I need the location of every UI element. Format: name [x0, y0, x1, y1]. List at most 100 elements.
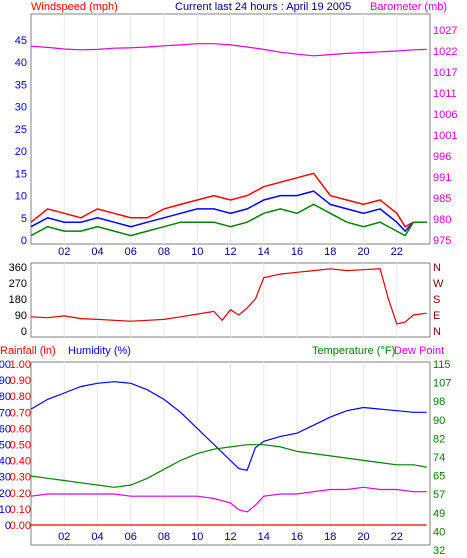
y-tick-label: 270 [9, 278, 27, 290]
y-tick-label: 0 [21, 326, 27, 338]
y-tick-label: 985 [433, 193, 451, 205]
windspeed-label: Windspeed (mph) [31, 1, 118, 13]
x-tick-label: 06 [125, 246, 137, 258]
y-tick-label: 65 [433, 471, 445, 483]
temperature-label: Temperature (°F) [312, 345, 395, 357]
right-axis-ticks: 975 980 985 991 996 1001 1006 1011 1017 1022 1027 [433, 25, 457, 247]
y-tick-label: 20 [15, 146, 27, 158]
y-tick-label: 100 [0, 359, 11, 371]
y-tick-label: 0 [5, 520, 11, 532]
y-tick-label: 10 [15, 191, 27, 203]
y-tick-label: 98 [433, 396, 445, 408]
y-tick-label: 45 [15, 35, 27, 47]
wind-direction-line [30, 268, 427, 325]
x-tick-label: 14 [258, 246, 270, 258]
x-tick-label: 02 [58, 246, 70, 258]
x-tick-label: 12 [224, 531, 236, 543]
y-tick-label: 996 [433, 151, 451, 163]
left-axis-ticks: 0 5 10 15 20 25 30 35 40 45 [15, 35, 27, 247]
y-tick-label: 980 [433, 214, 451, 226]
y-tick-label: S [433, 294, 440, 306]
y-tick-label: 30 [0, 472, 11, 484]
x-tick-label: 18 [324, 246, 336, 258]
y-tick-label: 1027 [433, 25, 457, 37]
y-tick-label: 0.10 [10, 504, 31, 516]
y-tick-label: 1006 [433, 109, 457, 121]
y-tick-label: 0.30 [10, 472, 31, 484]
x-tick-label: 22 [391, 531, 403, 543]
series-layer [30, 43, 427, 237]
y-tick-label: 74 [433, 452, 445, 464]
y-tick-label: 25 [15, 124, 27, 136]
y-tick-label: 80 [0, 391, 11, 403]
y-tick-label: 20 [0, 488, 11, 500]
wind-series-line [30, 203, 427, 237]
y-tick-label: 1.00 [10, 359, 31, 371]
temperature-line [30, 444, 427, 488]
y-tick-label: 90 [0, 375, 11, 387]
x-tick-label: 18 [324, 531, 336, 543]
y-tick-label: 360 [9, 262, 27, 274]
y-tick-label: 35 [15, 79, 27, 91]
y-tick-label: 90 [15, 310, 27, 322]
humidity-line [30, 381, 427, 471]
y-tick-label: 0.20 [10, 488, 31, 500]
x-axis-ticks: 02 04 06 08 10 12 14 16 18 20 22 [58, 246, 403, 258]
y-tick-label: N [433, 262, 441, 274]
y-tick-label: 90 [433, 415, 445, 427]
y-tick-label: 180 [9, 294, 27, 306]
x-tick-label: 12 [224, 246, 236, 258]
grid [63, 263, 398, 337]
x-tick-label: 08 [158, 531, 170, 543]
y-tick-label: 0.60 [10, 423, 31, 435]
x-tick-label: 14 [258, 531, 270, 543]
chart-title: Current last 24 hours : April 19 2005 [175, 1, 351, 13]
barometer-line [30, 43, 427, 57]
y-tick-label: 0.80 [10, 391, 31, 403]
y-tick-label: 991 [433, 172, 451, 184]
humidity-label: Humidity (%) [68, 345, 131, 357]
y-tick-label: 1001 [433, 130, 457, 142]
right-axis-ticks: 32 40 49 57 65 74 82 90 98 107 115 [433, 359, 451, 557]
y-tick-label: 115 [433, 359, 451, 371]
y-tick-label: 1022 [433, 46, 457, 58]
y-tick-label: 40 [15, 57, 27, 69]
y-tick-label: 0 [21, 235, 27, 247]
y-tick-label: 60 [0, 423, 11, 435]
x-tick-label: 08 [158, 246, 170, 258]
series-layer [30, 381, 427, 526]
y-tick-label: 0.00 [10, 520, 31, 532]
y-tick-label: 82 [433, 433, 445, 445]
y-tick-label: 0.50 [10, 440, 31, 452]
x-tick-label: 10 [191, 531, 203, 543]
dewpoint-label: Dew Point [394, 345, 444, 357]
y-tick-label: 0.40 [10, 456, 31, 468]
left-axis-ticks: 0.00 0.10 0.20 0.30 0.40 0.50 0.60 0.70 0.80 0.90… [10, 359, 31, 532]
x-tick-label: 20 [357, 246, 369, 258]
wind-series-line [30, 190, 427, 233]
grid [63, 362, 398, 545]
panel-rain-humidity-temperature: Rainfall (in) Humidity (%) Temperature (… [0, 345, 451, 557]
x-tick-label: 10 [191, 246, 203, 258]
y-tick-label: 57 [433, 489, 445, 501]
y-tick-label: 0.70 [10, 407, 31, 419]
humidity-axis-ticks: 0 10 20 30 40 50 60 70 80 90 100 [0, 359, 11, 532]
series-layer [30, 268, 427, 325]
y-tick-label: 107 [433, 378, 451, 390]
y-tick-label: 70 [0, 407, 11, 419]
rainfall-label: Rainfall (in) [0, 345, 56, 357]
y-tick-label: 49 [433, 508, 445, 520]
x-tick-label: 06 [125, 531, 137, 543]
x-tick-label: 20 [357, 531, 369, 543]
x-tick-label: 02 [58, 531, 70, 543]
y-tick-label: 975 [433, 235, 451, 247]
y-tick-label: 50 [0, 440, 11, 452]
y-tick-label: W [433, 278, 444, 290]
y-tick-label: 1011 [433, 88, 457, 100]
y-tick-label: 0.90 [10, 375, 31, 387]
y-tick-label: 40 [433, 526, 445, 538]
y-tick-label: 10 [0, 504, 11, 516]
